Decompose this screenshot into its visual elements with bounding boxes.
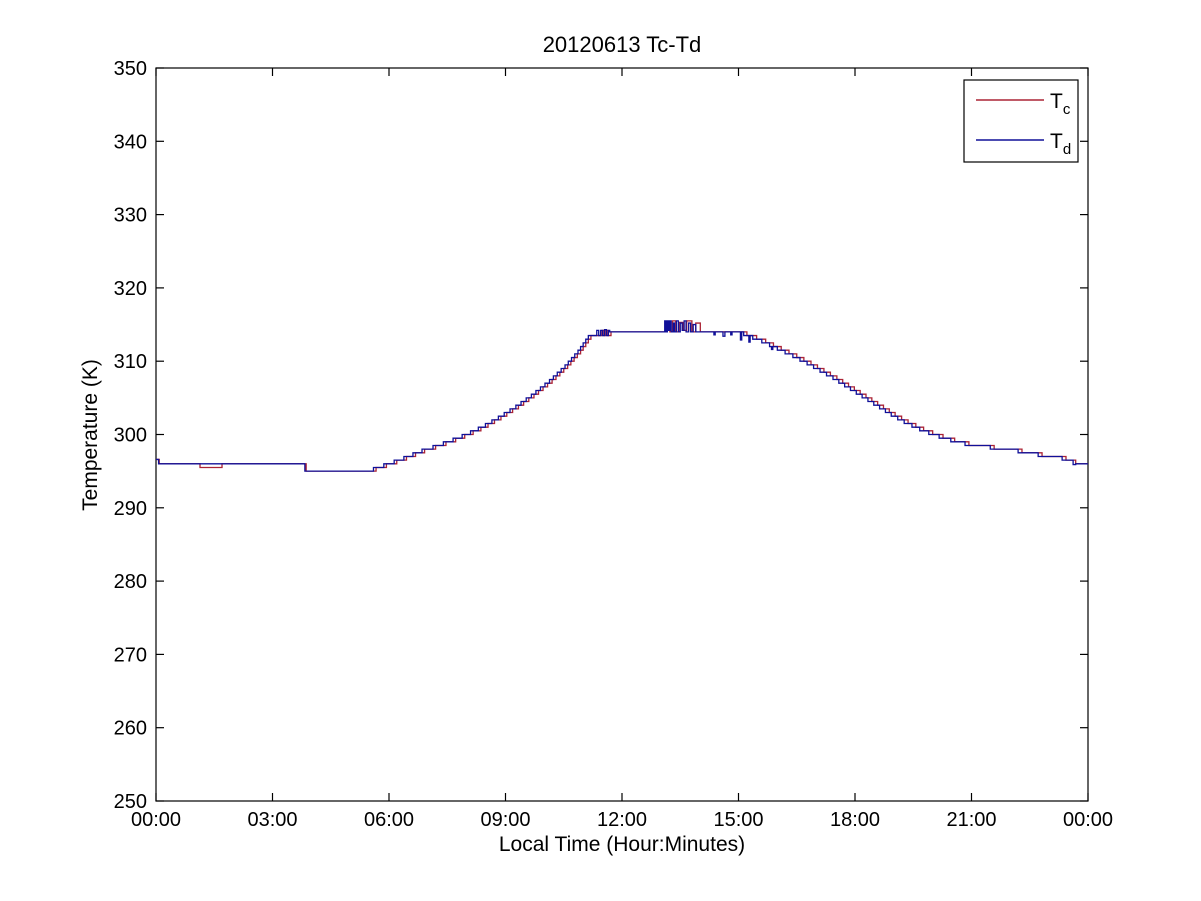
series-line-td <box>156 320 1088 472</box>
axis-ticks <box>155 67 1089 802</box>
axis-tick-labels: 00:00 03:00 06:00 09:00 12:00 15:00 18:00 21:00… <box>114 58 1113 831</box>
legend: Tc Td <box>963 79 1079 163</box>
legend-label-td: Td <box>1050 130 1071 158</box>
x-tick-label: 06:00 <box>364 809 414 831</box>
y-tick-label: 280 <box>114 571 147 593</box>
y-tick-label: 300 <box>114 425 147 447</box>
x-axis-label: Local Time (Hour:Minutes) <box>499 833 745 856</box>
y-axis-label: Temperature (K) <box>79 359 102 511</box>
x-tick-label: 09:00 <box>480 809 530 831</box>
x-tick-label: 00:00 <box>1063 809 1113 831</box>
y-tick-label: 270 <box>114 644 147 666</box>
x-tick-label: 12:00 <box>597 809 647 831</box>
y-tick-label: 340 <box>114 131 147 153</box>
y-tick-label: 350 <box>114 58 147 80</box>
x-tick-label: 00:00 <box>131 809 181 831</box>
legend-label-td-main: T <box>1050 130 1063 153</box>
legend-label-tc-sub: c <box>1063 101 1071 118</box>
data-series <box>156 320 1088 472</box>
x-tick-label: 03:00 <box>247 809 297 831</box>
x-tick-label: 18:00 <box>830 809 880 831</box>
chart-title: 20120613 Tc-Td <box>543 32 702 57</box>
x-tick-label: 15:00 <box>713 809 763 831</box>
y-tick-label: 310 <box>114 351 147 373</box>
legend-label-tc-main: T <box>1050 90 1063 113</box>
plot-area <box>155 67 1089 802</box>
x-tick-label: 21:00 <box>946 809 996 831</box>
y-tick-label: 260 <box>114 718 147 740</box>
legend-label-td-sub: d <box>1063 141 1071 158</box>
y-tick-label: 320 <box>114 278 147 300</box>
y-tick-label: 250 <box>114 791 147 813</box>
legend-label-tc: Tc <box>1050 90 1071 118</box>
y-tick-label: 290 <box>114 498 147 520</box>
legend-box <box>963 79 1079 163</box>
y-tick-label: 330 <box>114 205 147 227</box>
